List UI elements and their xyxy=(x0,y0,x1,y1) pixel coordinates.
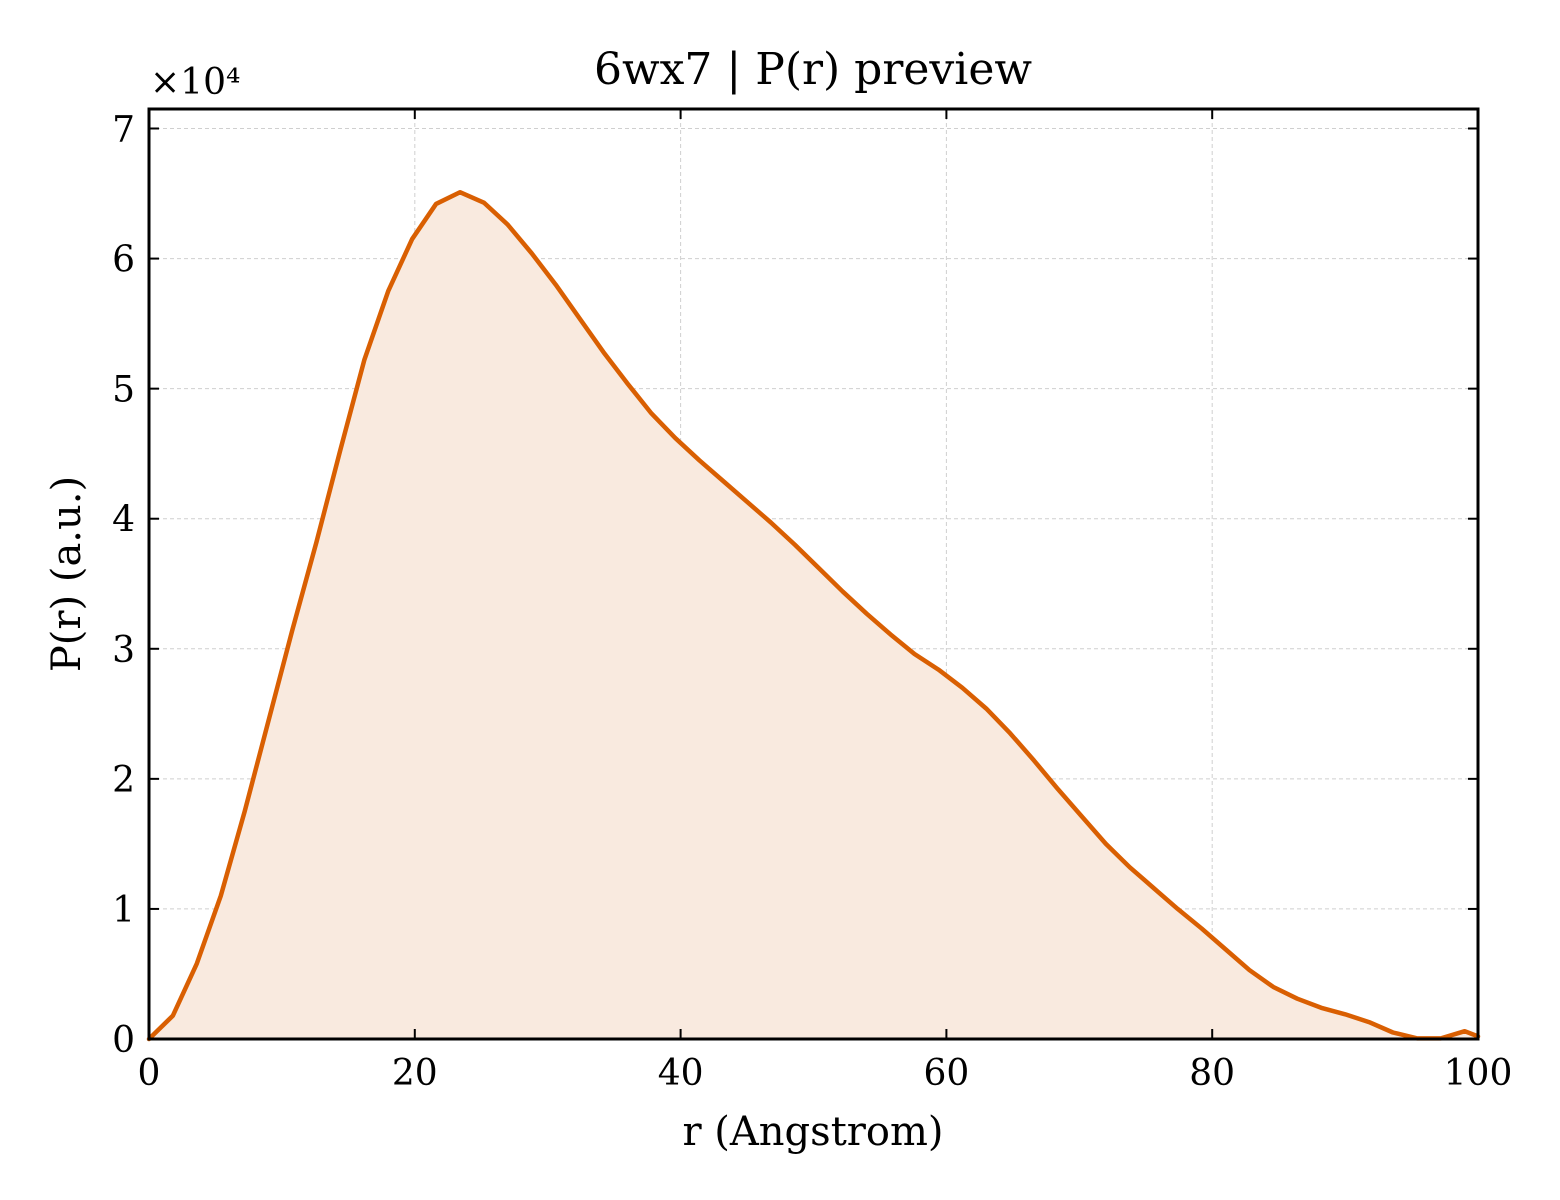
x-tick-label: 20 xyxy=(392,1053,438,1094)
y-tick-label: 5 xyxy=(112,370,135,411)
x-tick-label: 80 xyxy=(1189,1053,1235,1094)
chart-title: 6wx7 | P(r) preview xyxy=(594,44,1032,95)
ticks-group: 0 20 40 60 80 100 0 1 2 3 4 5 6 7 xyxy=(112,109,1512,1094)
series-area-fill xyxy=(149,192,1478,1040)
series-line xyxy=(146,189,1481,1042)
series-group xyxy=(146,189,1481,1042)
y-tick-label: 4 xyxy=(112,500,135,541)
y-tick-label: 2 xyxy=(112,760,135,801)
plot-frame xyxy=(147,107,1480,1041)
x-tick-label: 40 xyxy=(658,1053,704,1094)
y-tick-label: 0 xyxy=(112,1020,135,1061)
y-multiplier: ×10⁴ xyxy=(150,62,240,103)
y-tick-label: 1 xyxy=(112,890,135,931)
y-tick-label: 7 xyxy=(112,110,135,151)
y-axis-label: P(r) (a.u.) xyxy=(44,476,90,672)
y-tick-label: 3 xyxy=(112,630,135,671)
x-tick-label: 60 xyxy=(923,1053,969,1094)
x-axis-label: r (Angstrom) xyxy=(682,1109,943,1155)
x-tick-label: 100 xyxy=(1444,1053,1513,1094)
y-tick-label: 6 xyxy=(112,240,135,281)
x-tick-label: 0 xyxy=(138,1053,161,1094)
